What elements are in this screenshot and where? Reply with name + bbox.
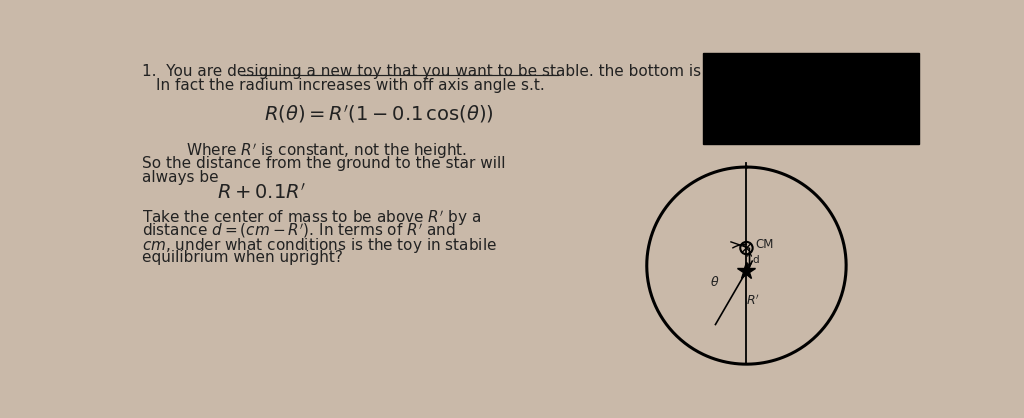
Text: Where $R^{\prime}$ is constant, not the height.: Where $R^{\prime}$ is constant, not the …: [186, 141, 467, 161]
Text: always be: always be: [142, 170, 218, 185]
Text: $R(\theta) = R^{\prime}(1 - 0.1\,\cos(\theta))$: $R(\theta) = R^{\prime}(1 - 0.1\,\cos(\t…: [263, 102, 494, 125]
Text: 1.  You are designing a new toy that you want to be stable. the bottom is NOT a : 1. You are designing a new toy that you …: [142, 64, 815, 79]
Text: In fact the radium increases with off axis angle s.t.: In fact the radium increases with off ax…: [156, 78, 545, 93]
Bar: [703, 53, 919, 144]
Text: d: d: [753, 255, 759, 265]
Text: $R + 0.1R^{\prime}$: $R + 0.1R^{\prime}$: [217, 183, 306, 203]
Text: CM: CM: [755, 239, 773, 252]
Text: distance $d = (cm - R^{\prime})$. In terms of $R^{\prime}$ and: distance $d = (cm - R^{\prime})$. In ter…: [142, 222, 456, 240]
Text: $cm$, under what conditions is the toy in stabile: $cm$, under what conditions is the toy i…: [142, 236, 497, 255]
Text: $\theta$: $\theta$: [710, 275, 720, 289]
Text: So the distance from the ground to the star will: So the distance from the ground to the s…: [142, 156, 506, 171]
Text: equilibrium when upright?: equilibrium when upright?: [142, 250, 343, 265]
Text: $R'$: $R'$: [745, 293, 760, 308]
Text: Take the center of mass to be above $R^{\prime}$ by a: Take the center of mass to be above $R^{…: [142, 208, 481, 228]
